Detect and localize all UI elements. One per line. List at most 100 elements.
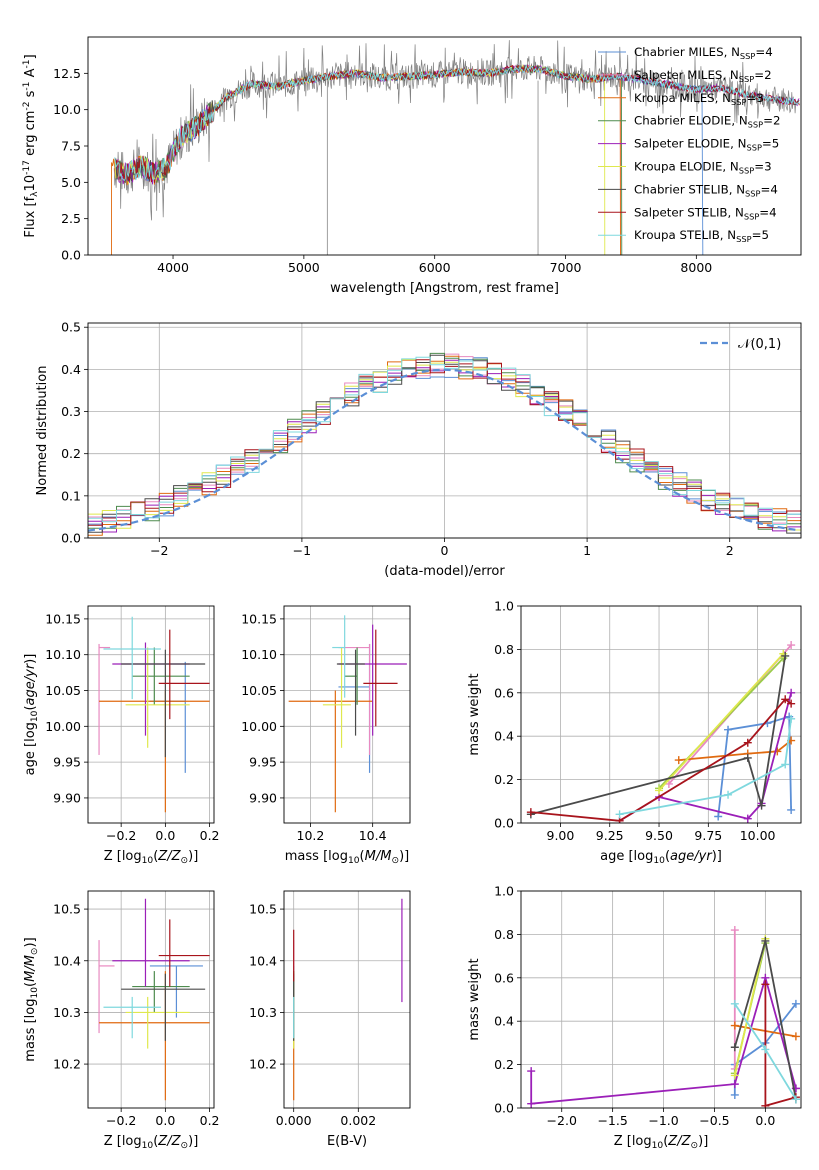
axes-frame bbox=[520, 890, 802, 1109]
y-tick-label: 10.10 bbox=[45, 647, 81, 662]
x-tick-label: 9.75 bbox=[694, 828, 722, 843]
weight-line-7 bbox=[530, 698, 792, 822]
plot-area-age_vs_mass bbox=[288, 615, 407, 813]
y-tick-label: 10.5 bbox=[53, 902, 81, 917]
y-tick-label: 9.95 bbox=[249, 755, 277, 770]
legend-entry: Salpeter ELODIE, NSSP​=5 bbox=[634, 137, 779, 153]
weight-marker bbox=[527, 1099, 536, 1108]
x-tick-label: −0.5 bbox=[699, 1113, 729, 1128]
x-tick-label: −2 bbox=[150, 543, 168, 558]
panel-mass_vs_ebv: 0.000 0.002 10.2 10.3 10.4 10.5 E(B-V) bbox=[249, 890, 411, 1149]
legend-residuals: 𝒩(0,1) bbox=[700, 337, 781, 352]
y-tick-label: 0.0 bbox=[61, 248, 81, 263]
x-tick-label: 2 bbox=[726, 543, 734, 558]
x-tick-label: 9.50 bbox=[645, 828, 673, 843]
legend-entry: Kroupa STELIB, NSSP​=5 bbox=[634, 228, 769, 244]
y-tick-label: 0.8 bbox=[494, 927, 514, 942]
legend-entry: 𝒩(0,1) bbox=[738, 337, 781, 352]
x-axis-label: Z [log10​(Z/Z⊙​)] bbox=[104, 1134, 199, 1151]
y-axis-label: Normed distribution bbox=[35, 366, 50, 496]
y-axis-label: mass [log10​(M/M⊙​)] bbox=[23, 937, 40, 1061]
y-tick-label: 9.95 bbox=[53, 755, 81, 770]
y-tick-label: 0.6 bbox=[494, 970, 514, 985]
y-tick-label: 2.5 bbox=[61, 211, 81, 226]
y-axis-label: mass weight bbox=[467, 958, 482, 1040]
weight-marker bbox=[615, 810, 624, 819]
y-tick-label: 0.2 bbox=[61, 446, 81, 461]
x-tick-label: 5000 bbox=[288, 260, 320, 275]
weight-marker bbox=[526, 808, 535, 817]
x-tick-label: 6000 bbox=[419, 260, 451, 275]
y-tick-label: 0.0 bbox=[61, 531, 81, 546]
x-tick-label: 0.000 bbox=[276, 1113, 312, 1128]
x-tick-label: 0.2 bbox=[200, 828, 220, 843]
plot-area-spectrum bbox=[111, 40, 800, 255]
weight-line-5 bbox=[658, 653, 784, 792]
y-tick-label: 1.0 bbox=[494, 599, 514, 614]
x-tick-label: −1.5 bbox=[597, 1113, 627, 1128]
x-axis-label: Z [log10​(Z/Z⊙​)] bbox=[614, 1134, 709, 1151]
x-tick-label: 4000 bbox=[157, 260, 189, 275]
model-spectrum-8 bbox=[114, 63, 800, 182]
axes-frame bbox=[87, 322, 802, 539]
model-spectrum-5 bbox=[114, 64, 606, 255]
weight-marker bbox=[730, 1021, 739, 1030]
weight-marker bbox=[743, 753, 752, 762]
weight-marker bbox=[730, 1043, 739, 1052]
weight-marker bbox=[674, 756, 683, 765]
x-axis-label: mass [log10​(M/M⊙​)] bbox=[285, 849, 409, 866]
x-tick-label: 9.00 bbox=[547, 828, 575, 843]
y-tick-label: 0.0 bbox=[494, 1101, 514, 1116]
weight-marker bbox=[714, 812, 723, 821]
x-tick-label: 1 bbox=[583, 543, 591, 558]
legend-spectrum: Chabrier MILES, NSSP​=4 Salpeter MILES, N… bbox=[598, 45, 781, 244]
x-tick-label: 10.4 bbox=[359, 828, 387, 843]
x-tick-label: 7000 bbox=[550, 260, 582, 275]
x-tick-label: 9.25 bbox=[596, 828, 624, 843]
weight-marker bbox=[743, 814, 752, 823]
y-tick-label: 10.2 bbox=[53, 1057, 81, 1072]
weight-marker bbox=[743, 738, 752, 747]
panel-weight_vs_age: 9.00 9.25 9.50 9.75 10.00 0.0 0.2 0.4 0.6 0.8 1.0 a… bbox=[467, 599, 802, 866]
plot-area-age_vs_Z bbox=[98, 616, 210, 813]
legend-entry: Salpeter MILES, NSSP​=2 bbox=[634, 68, 772, 84]
weight-line-2 bbox=[678, 739, 792, 761]
x-axis-label: age [log10​(age/yr)] bbox=[600, 849, 722, 866]
y-tick-label: 10.5 bbox=[249, 902, 277, 917]
panel-weight_vs_Z: −2.0 −1.5 −1.0 −0.5 0.0 0.0 0.2 0.4 0.6 0.8 1.0 Z [… bbox=[467, 884, 802, 1151]
axes-frame bbox=[87, 36, 802, 256]
legend-entry: Chabrier STELIB, NSSP​=4 bbox=[634, 182, 778, 198]
y-tick-label: 9.90 bbox=[249, 790, 277, 805]
x-tick-label: 10.00 bbox=[740, 828, 776, 843]
x-tick-label: 0.0 bbox=[155, 828, 175, 843]
plot-area-weight_vs_Z bbox=[527, 926, 800, 1108]
panel-spectrum: 4000 5000 6000 7000 8000 0.0 2.5 5.0 7.5 10.0 12.5… bbox=[22, 36, 802, 296]
y-axis-label: age [log10​(age/yr)] bbox=[23, 654, 40, 776]
weight-marker bbox=[761, 980, 770, 989]
plot-area-mass_vs_ebv bbox=[293, 898, 403, 1101]
plot-area-mass_vs_Z bbox=[98, 898, 210, 1101]
x-axis-label: wavelength [Angstrom, rest frame] bbox=[330, 281, 559, 296]
y-tick-label: 10.05 bbox=[45, 683, 81, 698]
panel-mass_vs_Z: −0.2 0.0 0.2 10.2 10.3 10.4 10.5 Z [log10​(Z/Z⊙… bbox=[23, 890, 220, 1151]
weight-marker bbox=[791, 999, 800, 1008]
weight-marker bbox=[664, 779, 673, 788]
weight-marker bbox=[791, 1095, 800, 1104]
legend-entry: Chabrier ELODIE, NSSP​=2 bbox=[634, 114, 781, 130]
weight-marker bbox=[761, 1101, 770, 1108]
legend-entry: Kroupa MILES, NSSP​=3 bbox=[634, 91, 764, 107]
x-tick-label: 0 bbox=[441, 543, 449, 558]
y-tick-label: 0.1 bbox=[61, 488, 81, 503]
weight-marker bbox=[787, 641, 796, 650]
y-tick-label: 0.2 bbox=[494, 1057, 514, 1072]
weight-line-8 bbox=[619, 718, 792, 816]
x-axis-label: Z [log10​(Z/Z⊙​)] bbox=[104, 849, 199, 866]
y-tick-label: 10.15 bbox=[241, 611, 277, 626]
weight-marker bbox=[781, 651, 790, 660]
y-tick-label: 10.00 bbox=[45, 719, 81, 734]
x-tick-label: −1.0 bbox=[648, 1113, 678, 1128]
weight-marker bbox=[791, 1032, 800, 1041]
weight-marker bbox=[781, 760, 790, 769]
model-spectrum-6 bbox=[114, 64, 800, 183]
panel-age_vs_Z: −0.2 0.0 0.2 9.90 9.95 10.00 10.05 10.10 10.15 Z … bbox=[23, 605, 220, 866]
